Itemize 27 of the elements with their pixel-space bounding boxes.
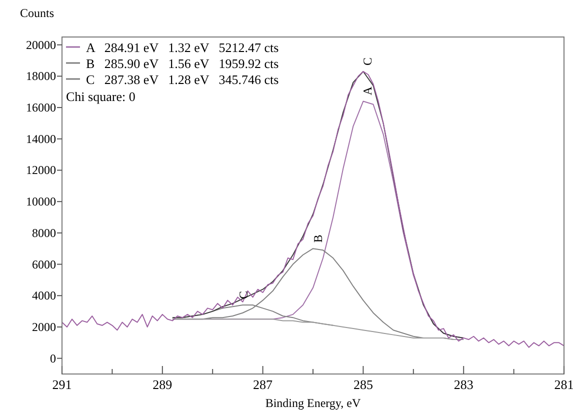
x-tick-label: 291: [52, 377, 72, 392]
annotation: A: [360, 86, 375, 96]
y-tick-label: 2000: [32, 320, 56, 334]
x-tick-label: 285: [353, 377, 373, 392]
y-tick-label: 12000: [26, 163, 56, 178]
legend-label: C 287.38 eV 1.28 eV 345.746 cts: [86, 72, 279, 87]
y-tick-label: 10000: [26, 194, 56, 209]
annotation: Chi square: 0: [66, 89, 136, 104]
annotation: C: [360, 57, 375, 66]
annotation: B: [311, 234, 326, 243]
x-axis-title: Binding Energy, eV: [265, 396, 361, 410]
y-tick-label: 16000: [26, 100, 56, 115]
y-tick-label: 4000: [32, 288, 56, 303]
x-tick-label: 281: [554, 377, 573, 392]
y-tick-label: 8000: [32, 226, 56, 240]
y-tick-label: 6000: [32, 257, 56, 272]
y-tick-label: 0: [50, 351, 56, 366]
legend-label: B 285.90 eV 1.56 eV 1959.92 cts: [86, 56, 279, 71]
y-tick-label: 14000: [26, 132, 56, 146]
y-axis-title: Counts: [20, 6, 54, 20]
y-tick-label: 20000: [26, 38, 56, 52]
x-tick-label: 283: [454, 377, 474, 392]
legend-label: A 284.91 eV 1.32 eV 5212.47 cts: [86, 40, 279, 55]
y-tick-label: 18000: [26, 69, 56, 84]
x-tick-label: 289: [152, 377, 172, 392]
x-tick-label: 287: [253, 377, 274, 392]
annotation: C: [236, 291, 251, 300]
